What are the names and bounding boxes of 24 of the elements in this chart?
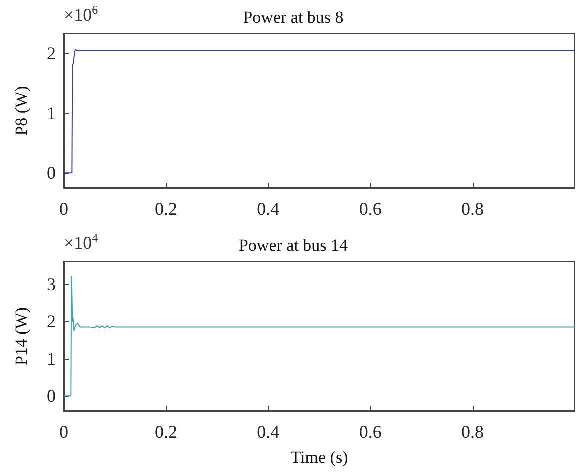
y-tick-label: 2 [47, 44, 56, 64]
x-tick-label: 0.8 [462, 422, 484, 442]
y-tick-label: 1 [47, 103, 56, 124]
x-tick-label: 0 [60, 199, 68, 219]
x-tick-label: 0.4 [257, 199, 280, 219]
line-series [64, 49, 576, 174]
y-tick-label: 0 [47, 163, 56, 184]
y-tick-label: 1 [47, 348, 56, 369]
x-tick-label: 0.2 [154, 199, 178, 219]
x-tick-label: 0.6 [359, 199, 382, 219]
chart-title: Power at bus 8 [243, 8, 344, 27]
x-tick-label: 0.2 [154, 422, 178, 442]
chart-title: Power at bus 14 [238, 236, 349, 255]
line-series [64, 276, 576, 397]
x-tick-label: 0.4 [257, 422, 280, 442]
x-tick-label: 0.6 [359, 422, 382, 442]
y-axis-title: P8 (W) [12, 86, 31, 136]
y-tick-label: 0 [47, 386, 56, 406]
x-tick-label: 0.8 [462, 199, 484, 219]
y-tick-label: 3 [47, 274, 56, 294]
y-axis-title: P14 (W) [12, 307, 31, 366]
x-tick-label: 0 [60, 422, 68, 442]
y-tick-label: 2 [47, 312, 56, 332]
x-axis-title: Time (s) [290, 448, 348, 467]
